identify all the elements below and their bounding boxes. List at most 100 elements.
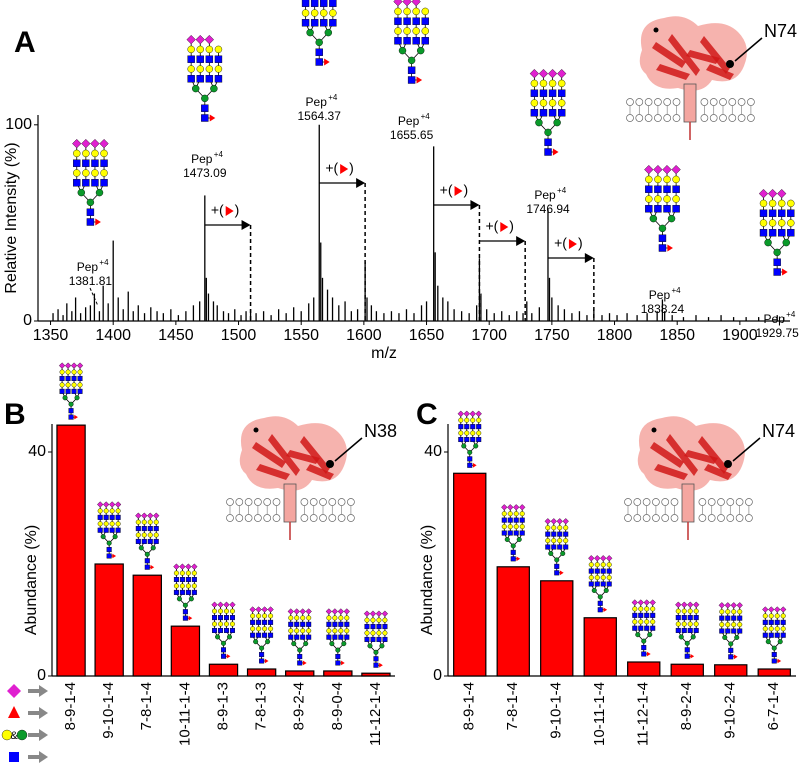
glcnac (310, 19, 319, 27)
mannose (144, 551, 150, 557)
glcnac (787, 229, 795, 237)
lipid-head (272, 514, 281, 522)
annotation-mz: 1929.75 (755, 326, 799, 340)
galactose (329, 9, 337, 17)
mannose (548, 550, 554, 556)
lipid-head (745, 514, 753, 522)
glycan-icon (325, 608, 350, 666)
glcnac (645, 205, 653, 213)
galactose (645, 195, 653, 203)
lipid-head (670, 514, 679, 522)
glcnac (229, 627, 235, 633)
sialic-acid (229, 601, 236, 608)
sialic-acid (141, 512, 148, 519)
galactose (530, 99, 539, 107)
galactose (153, 519, 159, 525)
shift-fucose (340, 164, 349, 174)
glcnac (376, 636, 382, 642)
sialic-acid (562, 518, 569, 525)
galactose (100, 169, 108, 177)
lipid-head (737, 114, 746, 122)
y-axis-label: Abundance (%) (419, 525, 436, 635)
galactose (470, 430, 476, 436)
x-tick-label: 9-10-2-4 (722, 682, 739, 739)
glcnac (344, 621, 350, 627)
mannose (329, 641, 335, 647)
galactose (780, 613, 786, 619)
sialic-acid (681, 601, 688, 608)
glcnac (412, 37, 420, 45)
galactose (212, 621, 218, 627)
glcnac (548, 89, 557, 97)
sialic-acid (97, 501, 104, 508)
galactose (301, 9, 310, 17)
galactose (663, 175, 671, 184)
mannose (226, 634, 232, 640)
sialic-acid (393, 0, 403, 7)
galactose (774, 613, 780, 619)
glcnac (259, 658, 265, 664)
glcnac (212, 627, 218, 633)
galactose (326, 628, 332, 634)
lipid-head (644, 114, 653, 122)
galactose (59, 369, 65, 375)
glcnac (262, 632, 268, 638)
lipid-head (700, 114, 709, 122)
glcnac (297, 654, 303, 660)
galactose (768, 199, 777, 208)
glycan-icon (631, 599, 656, 657)
galactose (762, 613, 768, 619)
glcnac (82, 159, 90, 167)
glcnac (728, 647, 734, 653)
glcnac (476, 424, 482, 430)
galactose (310, 9, 319, 17)
lipid-head (717, 498, 725, 506)
glcnac (768, 229, 777, 237)
galactose (77, 382, 83, 388)
glcnac (364, 636, 370, 642)
glcnac (329, 19, 337, 27)
galactose (250, 626, 256, 632)
glcnac (654, 205, 662, 213)
glcnac (458, 424, 464, 430)
legend-glcnac (9, 752, 19, 762)
glcnac (288, 634, 294, 640)
anchor-stalk (681, 483, 695, 523)
glcnac (218, 627, 224, 633)
sialic-acid (631, 599, 638, 606)
sialic-acid (693, 601, 700, 608)
lipid-head (728, 98, 737, 106)
y-tick-label: 40 (28, 443, 46, 460)
sialic-acid (588, 555, 595, 562)
mannose (291, 641, 297, 647)
shift-fucose (500, 222, 509, 232)
glycan-icon (457, 410, 482, 468)
glcnac (141, 526, 147, 532)
sialic-acid (557, 68, 567, 79)
glcnac (250, 632, 256, 638)
lipid-head (717, 514, 725, 522)
galactose (725, 622, 731, 628)
mannose (516, 536, 522, 542)
protein-cartoon: N38 (226, 416, 397, 540)
x-tick-label: 6-7-1-4 (765, 682, 782, 730)
galactose (147, 532, 153, 538)
lipid-head (337, 498, 346, 506)
fucose (559, 570, 564, 576)
glcnac (780, 632, 786, 638)
sialic-acid (64, 362, 72, 369)
galactose (768, 626, 774, 632)
fucose (209, 114, 216, 122)
protein-strand (686, 50, 720, 64)
sialic-acid (538, 68, 549, 79)
y-tick-label: 0 (23, 312, 32, 329)
x-tick-label: 10-11-1-4 (176, 682, 193, 746)
panel-letter: B (4, 398, 26, 431)
sialic-acid (331, 608, 338, 615)
x-tick-label: 1650 (409, 327, 445, 344)
mannose (591, 587, 597, 593)
galactose (687, 621, 693, 627)
glcnac (719, 628, 725, 634)
glcnac (256, 619, 262, 625)
galactose (464, 430, 470, 436)
